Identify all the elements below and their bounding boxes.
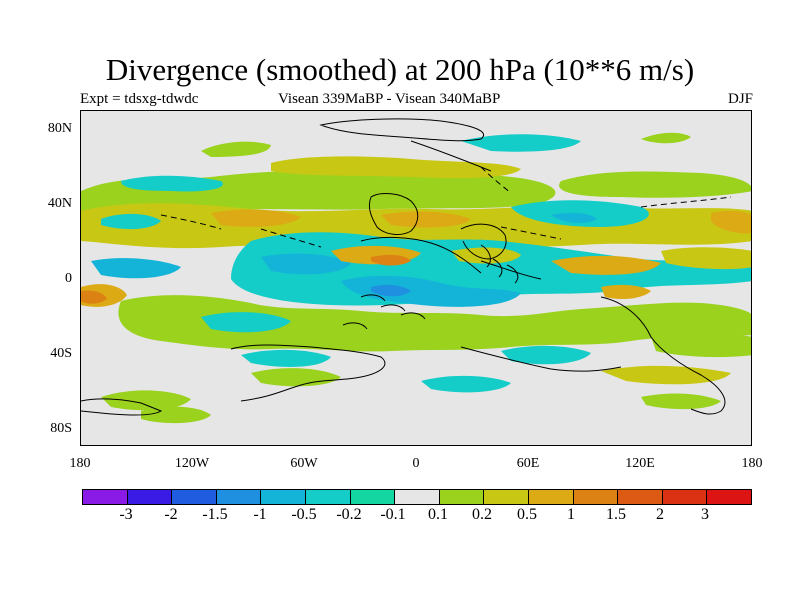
coastline-dashed-west [160,214,222,230]
coastlines [81,118,732,416]
experiment-label: Expt = tdsxg-tdwdc [80,91,199,107]
contour-fill-green [641,132,691,144]
x-tick-label-120e: 120E [625,456,655,471]
colorbar-label: -0.1 [380,506,406,523]
colorbar-label: -1 [253,506,267,523]
colorbar-box [172,490,217,504]
colorbar-label: 0.2 [472,506,492,523]
colorbar-label: -1.5 [202,506,228,523]
contour-fill-green [451,247,521,264]
map-title: Divergence (smoothed) at 200 hPa (10**6 … [105,52,695,87]
colorbar-label: -2 [164,506,178,523]
y-tick-label-equator: 0 [65,271,72,286]
contour-fill-blue [371,284,411,297]
contour-fill-cyan [121,175,223,192]
contour-fill-blue [341,275,521,307]
contour-fill-cyan [461,134,581,152]
colorbar [82,489,752,505]
map-plot-area [80,110,752,446]
colorbar-box [216,490,262,504]
y-tick-label-80n: 80N [47,121,72,136]
contour-fill-green [661,247,751,270]
colorbar-box [350,490,396,504]
colorbar-box [528,490,574,504]
contour-fill-green [641,393,721,410]
coastline-north-arc [410,140,492,172]
colorbar-box [573,490,619,504]
divergence-map [81,118,751,424]
coastline-equatorial [360,236,482,274]
contour-fill-orange [551,255,661,275]
colorbar-label: -3 [119,506,133,523]
coastline-antarctic [81,398,163,416]
coastline-gondwana-east [600,296,726,415]
contour-fill-orange [371,254,411,266]
colorbar-box [395,490,440,504]
y-tick-label-80s: 80S [50,421,72,436]
x-tick-label-60w: 60W [290,456,318,471]
colorbar-label: 0.5 [517,506,537,523]
contour-fill-orange [211,209,301,227]
contour-fill-cyan [241,349,331,367]
coastline-siberia [460,223,507,260]
x-tick-label-120w: 120W [174,456,210,471]
coastline-gondwana-west [230,344,386,402]
x-tick-label-0: 0 [412,456,420,471]
contour-fill-blue [261,253,351,275]
period-label: Visean 339MaBP - Visean 340MaBP [278,91,501,107]
x-tick-label-180e: 180 [741,456,763,471]
colorbar-label: 3 [701,506,709,523]
colorbar-box [305,490,351,504]
colorbar-box [127,490,173,504]
coastline-islands-east [480,244,519,284]
season-label: DJF [727,91,753,107]
coastline-dashed-mid [260,228,322,248]
coastline-dashed-north [480,166,512,194]
coastline-dashed-far [640,196,732,208]
y-tick-label-40n: 40N [47,196,72,211]
contour-fill-green [601,365,731,385]
contour-fill-cyan [101,213,161,230]
contour-fill-cyan [421,375,511,393]
contour-fills [81,132,751,424]
colorbar-box [618,490,663,504]
contour-fill-green [201,141,271,157]
colorbar-box [707,490,751,504]
colorbar-label: 2 [656,506,664,523]
contour-fill-orange [381,211,471,228]
contour-fill-orange [81,290,107,304]
contour-fill-green [101,390,191,411]
coastline-tethys [480,260,542,280]
contour-fill-blue [551,212,597,224]
contour-fill-cyan [201,312,291,333]
contour-fill-blue [91,258,181,279]
colorbar-label: 0.1 [428,506,448,523]
y-tick-label-40s: 40S [50,346,72,361]
colorbar-box [439,490,485,504]
coastline-laurussia [368,193,419,235]
contour-fill-orange [711,210,751,234]
colorbar-box [83,490,128,504]
contour-fill-orange [601,284,651,299]
colorbar-box [662,490,708,504]
contour-fill-green [651,331,751,358]
x-tick-label-60e: 60E [516,456,540,471]
x-tick-label-180w: 180 [69,456,91,471]
contour-fill-green [271,156,521,179]
coastline-north-polar [319,118,484,142]
contour-fill-green [559,171,751,198]
colorbar-box [261,490,306,504]
coastline-gondwana-south [460,346,622,372]
colorbar-label: -0.5 [291,506,317,523]
colorbar-label: 1.5 [606,506,626,523]
contour-fill-green [251,368,341,387]
colorbar-label: 1 [567,506,575,523]
contour-fill-cyan [501,345,591,365]
contour-fill-green [118,295,751,352]
contour-fill-green [141,406,211,424]
colorbar-box [484,490,529,504]
coastline-islands-south [342,294,426,330]
colorbar-label: -0.2 [336,506,362,523]
coastline-dashed-east [500,226,562,240]
